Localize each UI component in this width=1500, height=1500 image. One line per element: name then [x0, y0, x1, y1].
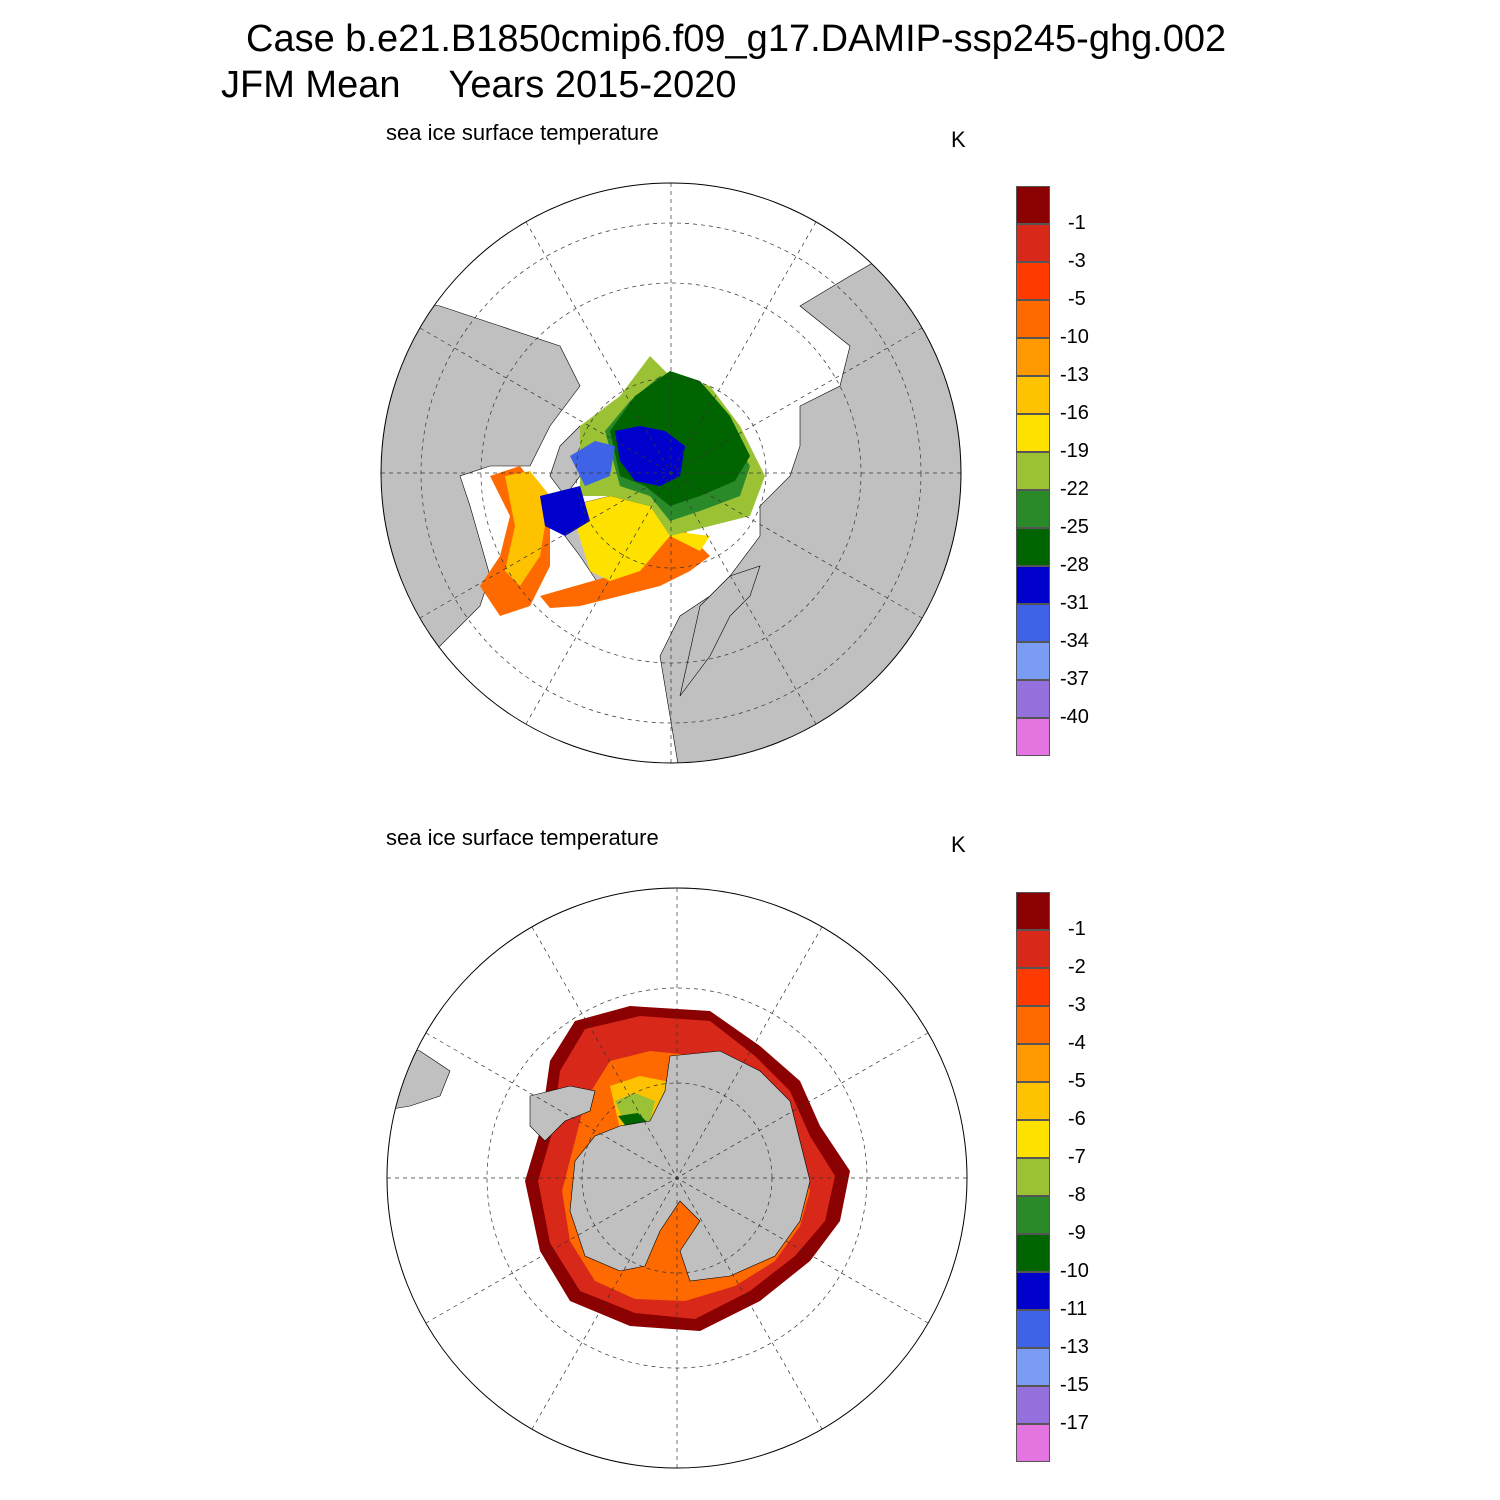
colorbar-swatch: [1016, 1386, 1050, 1424]
colorbar-tick-label: -6: [1068, 1108, 1086, 1130]
colorbar-swatch: [1016, 376, 1050, 414]
colorbar-tick-label: -3: [1068, 994, 1086, 1016]
colorbar-tick-label: -5: [1068, 1070, 1086, 1092]
arctic-land-scandinavia: [679, 565, 761, 697]
colorbar-tick-label: -3: [1068, 250, 1086, 272]
colorbar-tick-label: -5: [1068, 288, 1086, 310]
colorbar-swatch: [1016, 968, 1050, 1006]
arctic-ice-zone-minus28: [615, 426, 685, 486]
colorbar-swatch: [1016, 1272, 1050, 1310]
colorbar-swatch: [1016, 1082, 1050, 1120]
antarctic-land-peninsula: [529, 1085, 596, 1142]
colorbar-tick-label: -13: [1060, 364, 1089, 386]
colorbar-swatch: [1016, 300, 1050, 338]
colorbar-tick-label: -40: [1060, 706, 1089, 728]
colorbar-tick-label: -13: [1060, 1336, 1089, 1358]
season-label: JFM Mean: [221, 64, 401, 106]
colorbar-tick-label: -17: [1060, 1412, 1089, 1434]
colorbar-tick-label: -37: [1060, 668, 1089, 690]
arctic-panel-title: sea ice surface temperature: [386, 120, 659, 145]
colorbar-swatch: [1016, 680, 1050, 718]
arctic-ice-zone-baffin: [540, 486, 590, 536]
colorbar-swatch: [1016, 718, 1050, 756]
colorbar-tick-label: -15: [1060, 1374, 1089, 1396]
colorbar-swatch: [1016, 892, 1050, 930]
arctic-units-label: K: [951, 127, 966, 152]
colorbar-tick-label: -28: [1060, 554, 1089, 576]
colorbar-swatch: [1016, 528, 1050, 566]
colorbar-tick-label: -10: [1060, 326, 1089, 348]
colorbar-swatch: [1016, 1424, 1050, 1462]
colorbar-swatch: [1016, 338, 1050, 376]
colorbar-tick-label: -8: [1068, 1184, 1086, 1206]
antarctic-units-label: K: [951, 832, 966, 857]
colorbar-swatch: [1016, 1158, 1050, 1196]
arctic-ice-zone-minus13: [505, 471, 550, 586]
colorbar-tick-label: -4: [1068, 1032, 1086, 1054]
colorbar-tick-label: -22: [1060, 478, 1089, 500]
arctic-ice-zone-minus16: [570, 496, 710, 581]
colorbar-swatch: [1016, 1348, 1050, 1386]
arctic-ice-zone-minus31: [570, 441, 615, 486]
colorbar-swatch: [1016, 490, 1050, 528]
colorbar-swatch: [1016, 262, 1050, 300]
colorbar-swatch: [1016, 1234, 1050, 1272]
colorbar-swatch: [1016, 930, 1050, 968]
colorbar-tick-label: -16: [1060, 402, 1089, 424]
colorbar-swatch: [1016, 566, 1050, 604]
colorbar-tick-label: -31: [1060, 592, 1089, 614]
colorbar-tick-label: -9: [1068, 1222, 1086, 1244]
colorbar-tick-label: -25: [1060, 516, 1089, 538]
arctic-land-north-america: [381, 295, 581, 657]
colorbar-tick-label: -10: [1060, 1260, 1089, 1282]
colorbar-swatch: [1016, 1196, 1050, 1234]
antarctic-land-continent: [569, 1050, 811, 1282]
figure-title-case: Case b.e21.B1850cmip6.f09_g17.DAMIP-ssp2…: [246, 18, 1227, 60]
colorbar-swatch: [1016, 224, 1050, 262]
colorbar-tick-label: -19: [1060, 440, 1089, 462]
colorbar-swatch: [1016, 414, 1050, 452]
colorbar-swatch: [1016, 186, 1050, 224]
colorbar-swatch: [1016, 1044, 1050, 1082]
antarctic-panel-title: sea ice surface temperature: [386, 825, 659, 850]
colorbar-swatch: [1016, 452, 1050, 490]
colorbar-tick-label: -1: [1068, 212, 1086, 234]
colorbar-tick-label: -1: [1068, 918, 1086, 940]
figure-title-period: JFM Mean Years 2015-2020: [221, 64, 737, 107]
colorbar-swatch: [1016, 1310, 1050, 1348]
colorbar-tick-label: -7: [1068, 1146, 1086, 1168]
arctic-polar-map: [380, 182, 962, 764]
colorbar-tick-label: -34: [1060, 630, 1089, 652]
colorbar-swatch: [1016, 604, 1050, 642]
colorbar-swatch: [1016, 1120, 1050, 1158]
colorbar-swatch: [1016, 1006, 1050, 1044]
colorbar-tick-label: -2: [1068, 956, 1086, 978]
colorbar-swatch: [1016, 642, 1050, 680]
antarctic-polar-map: [386, 887, 968, 1469]
years-label: Years 2015-2020: [448, 64, 737, 106]
colorbar-tick-label: -11: [1060, 1298, 1088, 1320]
